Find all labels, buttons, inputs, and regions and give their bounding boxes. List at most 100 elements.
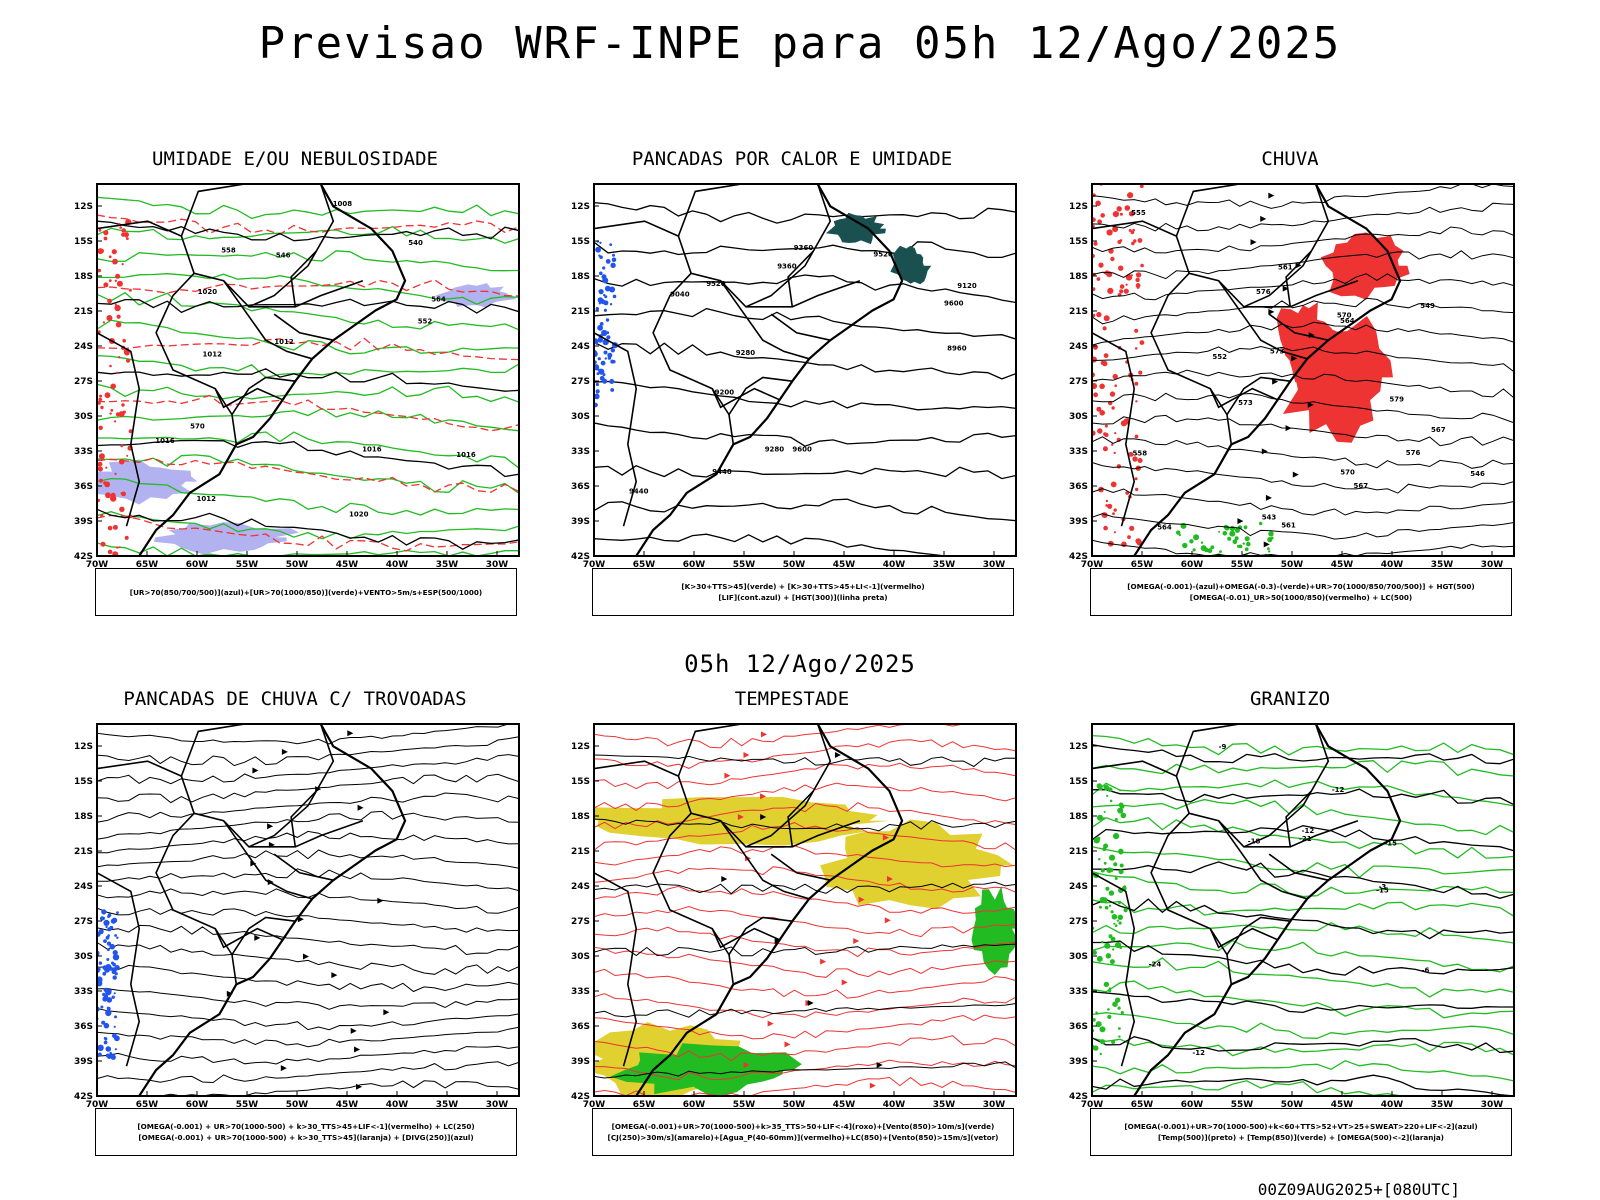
shaded-cell — [612, 360, 616, 364]
shaded-cell — [98, 228, 102, 232]
contour-line — [97, 273, 519, 305]
shaded-cell — [1103, 315, 1110, 322]
shaded-cell — [1107, 287, 1114, 294]
legend-line: [LIF](cont.azul) + [HGT(300)](linha pret… — [718, 593, 888, 602]
shaded-cell — [1116, 919, 1119, 922]
shaded-cell — [1135, 487, 1139, 492]
streamline — [1092, 436, 1514, 469]
shaded-cell — [106, 941, 112, 946]
border-line — [594, 332, 638, 527]
shaded-cell — [1116, 206, 1122, 212]
shaded-cell — [1114, 384, 1117, 387]
border-line — [1092, 220, 1359, 308]
streamline — [594, 802, 1016, 830]
streamline-arrow — [858, 896, 865, 903]
shaded-cell — [1118, 849, 1124, 855]
streamline-arrow — [767, 1020, 774, 1027]
streamline — [594, 818, 1016, 832]
shaded-cell — [98, 453, 105, 460]
shaded-cell — [121, 263, 124, 266]
shaded-cell — [1098, 858, 1101, 861]
map-plot: 579 576 573 570 567 564 561 576 573 570 567 564 561 5… — [1069, 183, 1515, 568]
contour-label: 1016 — [456, 451, 476, 459]
shaded-cell — [610, 262, 616, 268]
contour-line — [594, 380, 1016, 411]
contour-line — [1092, 734, 1514, 756]
streamline-arrow — [724, 772, 731, 779]
shaded-cell — [126, 358, 131, 363]
shaded-cell — [1119, 789, 1121, 792]
contour-line — [97, 477, 519, 516]
border-line — [1243, 184, 1330, 308]
streamline — [97, 941, 519, 975]
shaded-cell — [598, 302, 601, 305]
shaded-cell — [103, 939, 107, 943]
shaded-cell — [607, 356, 612, 360]
shaded-cell — [1135, 400, 1138, 403]
shaded-cell — [116, 371, 119, 374]
streamline — [1092, 250, 1514, 280]
shaded-cell — [1113, 922, 1116, 925]
streamline — [1092, 369, 1514, 399]
shaded-cell — [126, 454, 129, 457]
streamline-arrow — [1292, 471, 1299, 478]
shaded-cell — [1207, 548, 1213, 554]
contour-label: -18 — [1248, 837, 1261, 845]
lon-tick-label: 50W — [1281, 560, 1304, 568]
border-line — [222, 820, 313, 900]
streamline-arrow — [347, 730, 354, 737]
streamline-arrow — [721, 876, 728, 882]
border-line — [594, 220, 861, 308]
lat-tick-label: 27S — [571, 377, 590, 387]
shaded-cell — [1109, 959, 1115, 965]
shaded-cell — [595, 307, 599, 311]
shaded-cell — [1244, 536, 1250, 542]
shaded-cell — [1107, 1008, 1110, 1011]
lat-tick-label: 15S — [74, 237, 93, 247]
shaded-cell — [116, 911, 119, 914]
shaded-cell — [604, 295, 608, 299]
shaded-cell — [97, 466, 103, 472]
shaded-cell — [104, 392, 111, 399]
shaded-cell — [103, 236, 108, 241]
shaded-cell — [1193, 534, 1200, 541]
lon-tick-label: 40W — [386, 1100, 409, 1108]
contour-line — [594, 533, 1016, 556]
shaded-cell — [595, 246, 601, 253]
lat-tick-label: 12S — [1069, 202, 1088, 212]
shaded-cell — [1132, 228, 1135, 232]
streamline — [1092, 202, 1514, 232]
shaded-cell — [103, 230, 109, 236]
shaded-cell — [112, 962, 116, 967]
shaded-cell — [1123, 288, 1129, 294]
lon-tick-label: 65W — [1131, 1100, 1154, 1108]
lon-tick-label: 55W — [1231, 1100, 1254, 1108]
shaded-cell — [1130, 274, 1133, 277]
shaded-cell — [1242, 542, 1245, 545]
streamline — [594, 762, 1016, 790]
contour-line — [1092, 899, 1514, 917]
lat-tick-label: 42S — [1069, 1092, 1088, 1102]
contour-line — [97, 291, 519, 331]
lon-tick-label: 45W — [336, 1100, 359, 1108]
streamline — [97, 907, 519, 933]
border-line — [1285, 790, 1312, 847]
lat-tick-label: 33S — [74, 987, 93, 997]
lon-tick-label: 50W — [783, 560, 806, 568]
border-line — [1092, 332, 1136, 527]
panel-title: PANCADAS POR CALOR E UMIDADE — [631, 148, 953, 170]
contour-line — [594, 464, 1016, 480]
shaded-cell — [605, 259, 611, 264]
shaded-cell — [122, 410, 126, 414]
shaded-cell — [609, 243, 613, 246]
shaded-cell — [1219, 550, 1222, 553]
streamline — [97, 924, 519, 956]
map-layers: 9600 9520 9520 9600 9440 9440 9360 9360 9280 9280… — [594, 184, 1016, 556]
border-line — [745, 724, 832, 848]
lat-tick-label: 24S — [1069, 342, 1088, 352]
shaded-cell — [1192, 548, 1196, 552]
lon-tick-label: 35W — [1431, 560, 1454, 568]
shaded-cell — [1246, 541, 1251, 547]
shaded-cell — [1118, 265, 1124, 271]
shaded-cell — [601, 274, 607, 280]
